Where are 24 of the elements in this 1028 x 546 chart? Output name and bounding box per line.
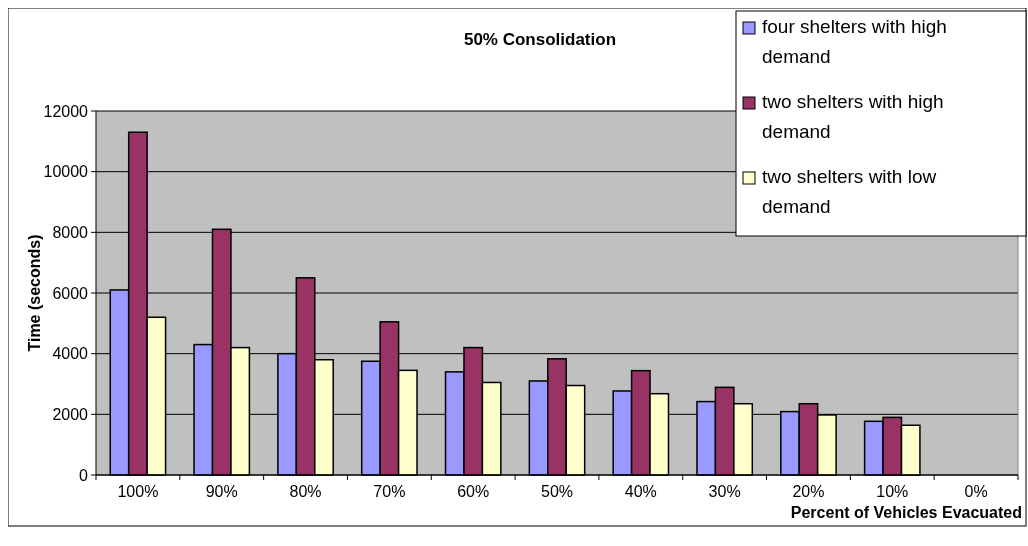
x-tick-label: 20% — [792, 483, 825, 500]
x-tick-label: 10% — [876, 483, 909, 500]
y-axis-title: Time (seconds) — [26, 234, 43, 352]
x-tick-label: 90% — [205, 483, 238, 500]
legend-label: two shelters with high demand — [762, 91, 944, 142]
chart-title: 50% Consolidation — [463, 30, 617, 49]
x-tick-label: 50% — [540, 483, 574, 500]
x-tick-label: 0% — [964, 483, 988, 500]
y-tick-label: 6000 — [52, 284, 89, 302]
x-tick-label: 100% — [117, 483, 159, 500]
y-tick-label: 4000 — [52, 345, 89, 363]
x-tick-label: 30% — [708, 483, 741, 500]
x-tick-label: 60% — [457, 483, 490, 500]
y-tick-label: 10000 — [43, 163, 89, 181]
y-tick-label: 2000 — [52, 405, 89, 423]
legend-label: two shelters with low demand — [762, 166, 937, 217]
x-axis-title: Percent of Vehicles Evacuated — [790, 504, 1022, 521]
x-tick-label: 40% — [624, 483, 657, 500]
y-tick-label: 0 — [79, 466, 89, 484]
legend-label: four shelters with high demand — [762, 16, 947, 67]
y-tick-label: 12000 — [43, 102, 89, 120]
y-tick-label: 8000 — [52, 223, 89, 241]
x-tick-label: 70% — [373, 483, 406, 500]
x-tick-label: 80% — [289, 483, 322, 500]
